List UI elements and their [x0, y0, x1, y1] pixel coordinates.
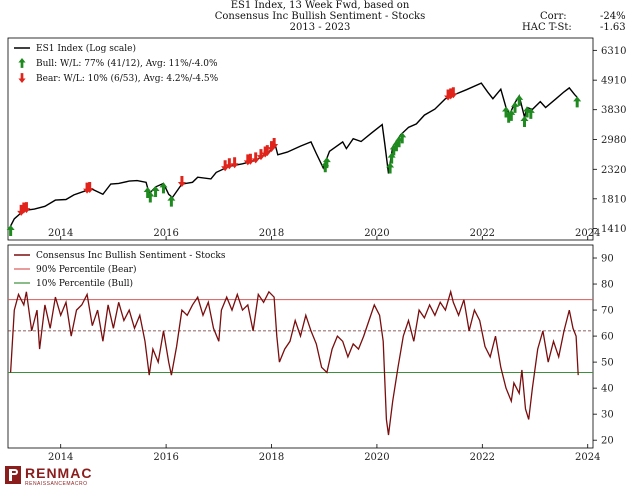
bull-signal-marker [526, 107, 535, 119]
price-plot-frame [7, 37, 594, 241]
bull-percentile-legend-label: 10% Percentile (Bull) [36, 278, 133, 289]
price-y-tick-label: 4910 [601, 76, 626, 87]
bull-signal-marker [151, 185, 160, 197]
price-y-tick-label: 6310 [601, 46, 626, 57]
bear-signal-marker [225, 158, 234, 170]
sentiment-y-tick-label: 30 [601, 410, 614, 421]
sentiment-series-line [9, 289, 579, 436]
bull-signal-marker [143, 186, 152, 198]
bear-signal-marker [177, 176, 186, 188]
bear-signal-marker [85, 181, 94, 193]
hac-value: -1.63 [600, 22, 626, 33]
price-y-tick-label: 1810 [601, 194, 626, 205]
sentiment-y-tick-label: 20 [601, 436, 614, 447]
corr-label: Corr: [540, 11, 567, 22]
bull-signal-marker [386, 162, 395, 174]
sentiment-plot-frame [7, 244, 594, 449]
price-y-tick-label: 1410 [601, 224, 626, 235]
price-x-tick-label: 2020 [364, 228, 389, 239]
title-line-2: Consensus Inc Bullish Sentiment - Stocks [214, 11, 426, 22]
logo-name: RENMAC [25, 465, 93, 481]
title-line-3: 2013 - 2023 [289, 22, 351, 33]
bear-signal-marker [246, 153, 255, 165]
bull-signal-marker [523, 106, 532, 118]
hac-label: HAC T-St: [522, 22, 572, 33]
sentiment-legend-label: Consensus Inc Bullish Sentiment - Stocks [36, 251, 226, 261]
sentiment-y-tick-label: 80 [601, 280, 614, 291]
price-x-tick-label: 2014 [48, 228, 73, 239]
logo-mark-icon [5, 466, 21, 484]
bull-signal-marker [398, 132, 407, 144]
price-y-tick-label: 2320 [601, 165, 626, 176]
price-y-tick-label: 2980 [601, 135, 626, 146]
bull-legend-label: Bull: W/L: 77% (41/12), Avg: 11%/-4.0% [36, 58, 218, 69]
price-x-tick-label: 2016 [153, 228, 178, 239]
bear-signal-marker [221, 160, 230, 172]
sentiment-x-tick-label: 2022 [470, 452, 495, 463]
sentiment-x-tick-label: 2024 [575, 452, 600, 463]
bull-signal-marker [507, 109, 516, 121]
bull-signal-marker [515, 94, 524, 106]
bear-signal-marker [263, 145, 272, 157]
sentiment-y-tick-label: 50 [601, 358, 614, 369]
sentiment-y-tick-label: 60 [601, 332, 614, 343]
price-series-line [9, 82, 578, 227]
bear-signal-marker [270, 138, 279, 150]
logo-tagline: RENAISSANCEMACRO [25, 481, 88, 487]
price-x-tick-label: 2022 [470, 228, 495, 239]
bear-percentile-legend-label: 90% Percentile (Bear) [36, 264, 137, 275]
corr-value: -24% [600, 11, 626, 22]
bear-signal-marker [17, 204, 26, 216]
bear-signal-marker [230, 157, 239, 169]
bull-signal-marker [502, 106, 511, 118]
bull-legend-icon [18, 58, 26, 68]
sentiment-panel: 20 30 40 50 60 70 80 90 2014 2016 2018 2020 2022 2024… [7, 244, 614, 463]
sentiment-y-tick-label: 90 [601, 254, 614, 265]
bull-signal-marker [6, 224, 15, 236]
bull-signal-marker [573, 96, 582, 108]
price-x-tick-label: 2024 [575, 228, 600, 239]
title-line-1: ES1 Index, 13 Week Fwd, based on [230, 0, 410, 11]
bull-signal-marker [159, 182, 168, 194]
price-panel: 1410 1810 2320 2980 3830 4910 6310 2014 2016 2018… [6, 37, 626, 241]
bull-signal-marker [520, 116, 529, 128]
bear-signal-marker [449, 87, 458, 99]
bear-legend-label: Bear: W/L: 10% (6/53), Avg: 4.2%/-4.5% [36, 73, 219, 84]
bear-signal-marker [251, 152, 260, 164]
bear-signal-marker [267, 141, 276, 153]
sentiment-x-tick-label: 2014 [48, 452, 73, 463]
sentiment-y-tick-label: 70 [601, 306, 614, 317]
price-x-tick-label: 2018 [259, 228, 284, 239]
bull-signal-marker [511, 101, 519, 113]
sentiment-y-tick-label: 40 [601, 384, 614, 395]
price-y-tick-label: 3830 [601, 105, 626, 116]
bull-signal-marker [322, 157, 331, 169]
bear-signal-marker [22, 202, 31, 214]
sentiment-x-tick-label: 2020 [364, 452, 389, 463]
bear-signal-marker [256, 149, 265, 161]
bull-signal-marker [146, 191, 155, 203]
sentiment-x-tick-label: 2018 [259, 452, 284, 463]
bear-legend-icon [18, 73, 26, 83]
price-legend-label: ES1 Index (Log scale) [36, 43, 136, 54]
sentiment-x-tick-label: 2016 [153, 452, 178, 463]
bull-signal-marker [167, 195, 176, 207]
